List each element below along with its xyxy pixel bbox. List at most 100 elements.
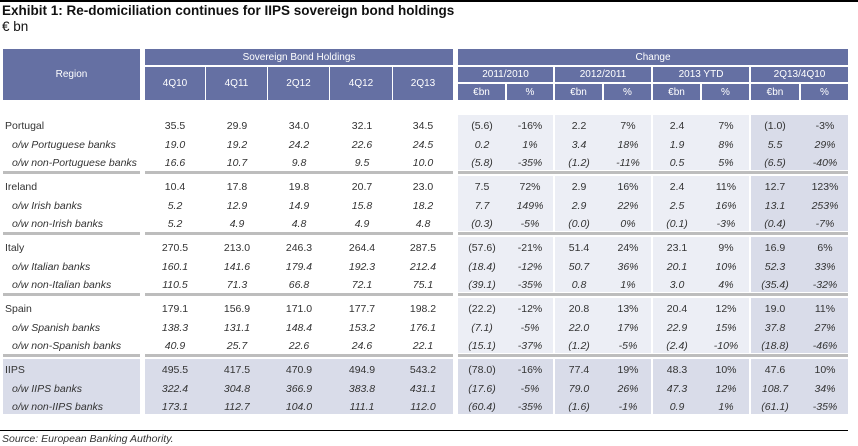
- top-rule: [0, 0, 858, 2]
- holding-value: 17.8: [226, 181, 248, 193]
- holding-value: 75.1: [412, 279, 434, 291]
- section-separator: [3, 293, 140, 296]
- change-bn: (61.1): [761, 401, 789, 413]
- holding-value: 4.9: [354, 218, 370, 230]
- holding-value: 34.0: [288, 120, 310, 132]
- change-bn: (1.6): [568, 401, 590, 413]
- subregion-label: o/w non-Spanish banks: [12, 340, 122, 352]
- holding-value: 10.7: [226, 157, 248, 169]
- change-bn: (1.0): [764, 120, 786, 132]
- change-sub-header-pct: %: [604, 84, 651, 100]
- holding-value: 213.0: [223, 242, 251, 254]
- highlight-bg-holdings: [145, 359, 453, 414]
- holding-value: 179.1: [161, 303, 189, 315]
- bottom-rule: [0, 430, 848, 431]
- change-panel: [653, 176, 749, 231]
- change-pct: 22%: [617, 199, 639, 212]
- change-header: Change: [458, 49, 848, 65]
- change-bn: 19.0: [764, 303, 786, 315]
- holding-value: 112.0: [410, 401, 436, 413]
- holding-value: 322.4: [161, 382, 189, 395]
- change-pct: 15%: [715, 321, 737, 334]
- change-panel: [555, 115, 651, 170]
- change-pct: -35%: [517, 279, 543, 291]
- change-panel: [653, 237, 749, 292]
- change-sub-header-bn: €bn: [751, 84, 799, 100]
- holding-value: 66.8: [288, 279, 310, 291]
- change-pct: -12%: [517, 303, 543, 315]
- holding-value: 22.6: [351, 138, 373, 151]
- change-pct: -1%: [618, 401, 638, 413]
- subregion-label: o/w non-Portuguese banks: [12, 157, 137, 169]
- exhibit-title: Exhibit 1: Re-domiciliation continues fo…: [2, 3, 455, 18]
- holding-value: 494.9: [348, 364, 376, 376]
- holding-value: 5.2: [167, 199, 183, 212]
- holding-value: 141.6: [223, 260, 251, 273]
- change-bn: 48.3: [666, 364, 688, 376]
- change-bn: (7.1): [471, 321, 493, 334]
- section-separator: [145, 354, 453, 357]
- holding-value: 24.6: [351, 340, 373, 352]
- change-pct: -5%: [520, 382, 540, 395]
- change-pct: -35%: [812, 401, 838, 413]
- change-panel: [751, 298, 848, 353]
- holding-value: 25.7: [226, 340, 248, 352]
- change-bn: 51.4: [568, 242, 590, 254]
- holding-value: 111.1: [349, 401, 375, 413]
- change-bn: (18.8): [761, 340, 789, 352]
- change-pct: 36%: [617, 260, 639, 273]
- holding-value: 19.0: [164, 138, 186, 151]
- change-bn: (60.4): [468, 401, 496, 413]
- change-bn: 52.3: [764, 260, 786, 273]
- change-pct: 19%: [617, 364, 639, 376]
- change-bn: (15.1): [468, 340, 496, 352]
- change-bn: 77.4: [568, 364, 590, 376]
- change-pct: -3%: [716, 218, 736, 230]
- section-separator: [458, 171, 848, 174]
- holding-value: 470.9: [285, 364, 313, 376]
- holdings-header: Sovereign Bond Holdings: [145, 49, 453, 65]
- subregion-label: o/w non-Irish banks: [12, 218, 104, 230]
- change-pct: 17%: [617, 321, 639, 334]
- holding-value: 4.9: [229, 218, 245, 230]
- holding-value: 22.6: [288, 340, 310, 352]
- holding-value: 383.8: [348, 382, 376, 395]
- change-panel: [555, 359, 651, 414]
- change-bn: (2.4): [666, 340, 688, 352]
- section-separator: [145, 171, 453, 174]
- change-bn: 47.3: [666, 382, 688, 395]
- change-bn: 2.9: [571, 199, 587, 212]
- change-pct: 11%: [715, 181, 737, 193]
- change-pct: 7%: [620, 120, 636, 132]
- section-separator: [145, 293, 453, 296]
- holding-value: 270.5: [161, 242, 189, 254]
- change-pct: -3%: [815, 120, 835, 132]
- holding-value: 160.1: [161, 260, 189, 273]
- change-panel: [555, 298, 651, 353]
- change-bn: 2.2: [571, 120, 587, 132]
- change-bn: (35.4): [761, 279, 789, 291]
- holdings-col-header: 2Q13: [393, 67, 453, 100]
- change-pct: 11%: [814, 303, 836, 315]
- holding-value: 24.2: [288, 138, 310, 151]
- change-panel: [458, 298, 553, 353]
- holding-value: 20.7: [351, 181, 373, 193]
- change-bn: 2.9: [571, 181, 587, 193]
- change-pct: 16%: [715, 199, 737, 212]
- holding-value: 198.2: [409, 303, 437, 315]
- change-bn: 7.5: [474, 181, 490, 193]
- holding-value: 32.1: [351, 120, 373, 132]
- holdings-col-header: 4Q10: [145, 67, 205, 100]
- change-pct: 149%: [516, 199, 544, 212]
- change-bn: (5.8): [471, 157, 493, 169]
- holdings-col-header: 4Q11: [206, 67, 267, 100]
- change-bn: 7.7: [474, 199, 490, 212]
- holding-value: 4.8: [415, 218, 431, 230]
- change-bn: (18.4): [468, 260, 496, 273]
- change-bn: 3.4: [571, 138, 587, 151]
- subregion-label: o/w non-Italian banks: [12, 279, 112, 291]
- holding-value: 19.2: [226, 138, 248, 151]
- exhibit-unit: € bn: [2, 19, 29, 34]
- region-header: Region: [3, 49, 140, 100]
- change-pct: 29%: [814, 138, 836, 151]
